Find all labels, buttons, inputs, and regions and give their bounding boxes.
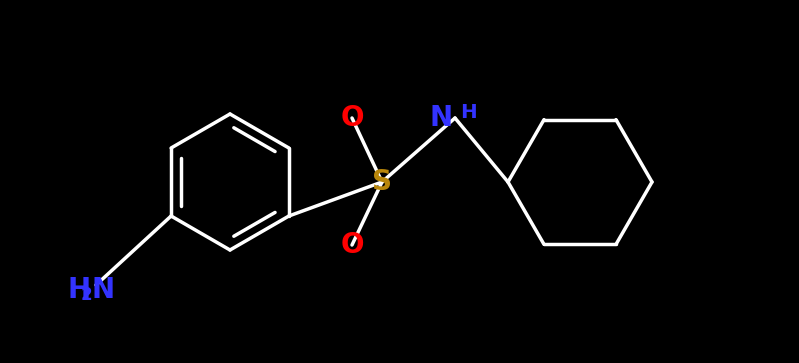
Text: N: N [91,276,114,304]
Text: O: O [340,104,364,132]
Text: O: O [340,231,364,259]
Text: N: N [430,104,453,132]
Text: 2: 2 [81,286,93,304]
Text: S: S [372,168,392,196]
Text: H: H [460,102,477,122]
Text: H: H [68,276,91,304]
